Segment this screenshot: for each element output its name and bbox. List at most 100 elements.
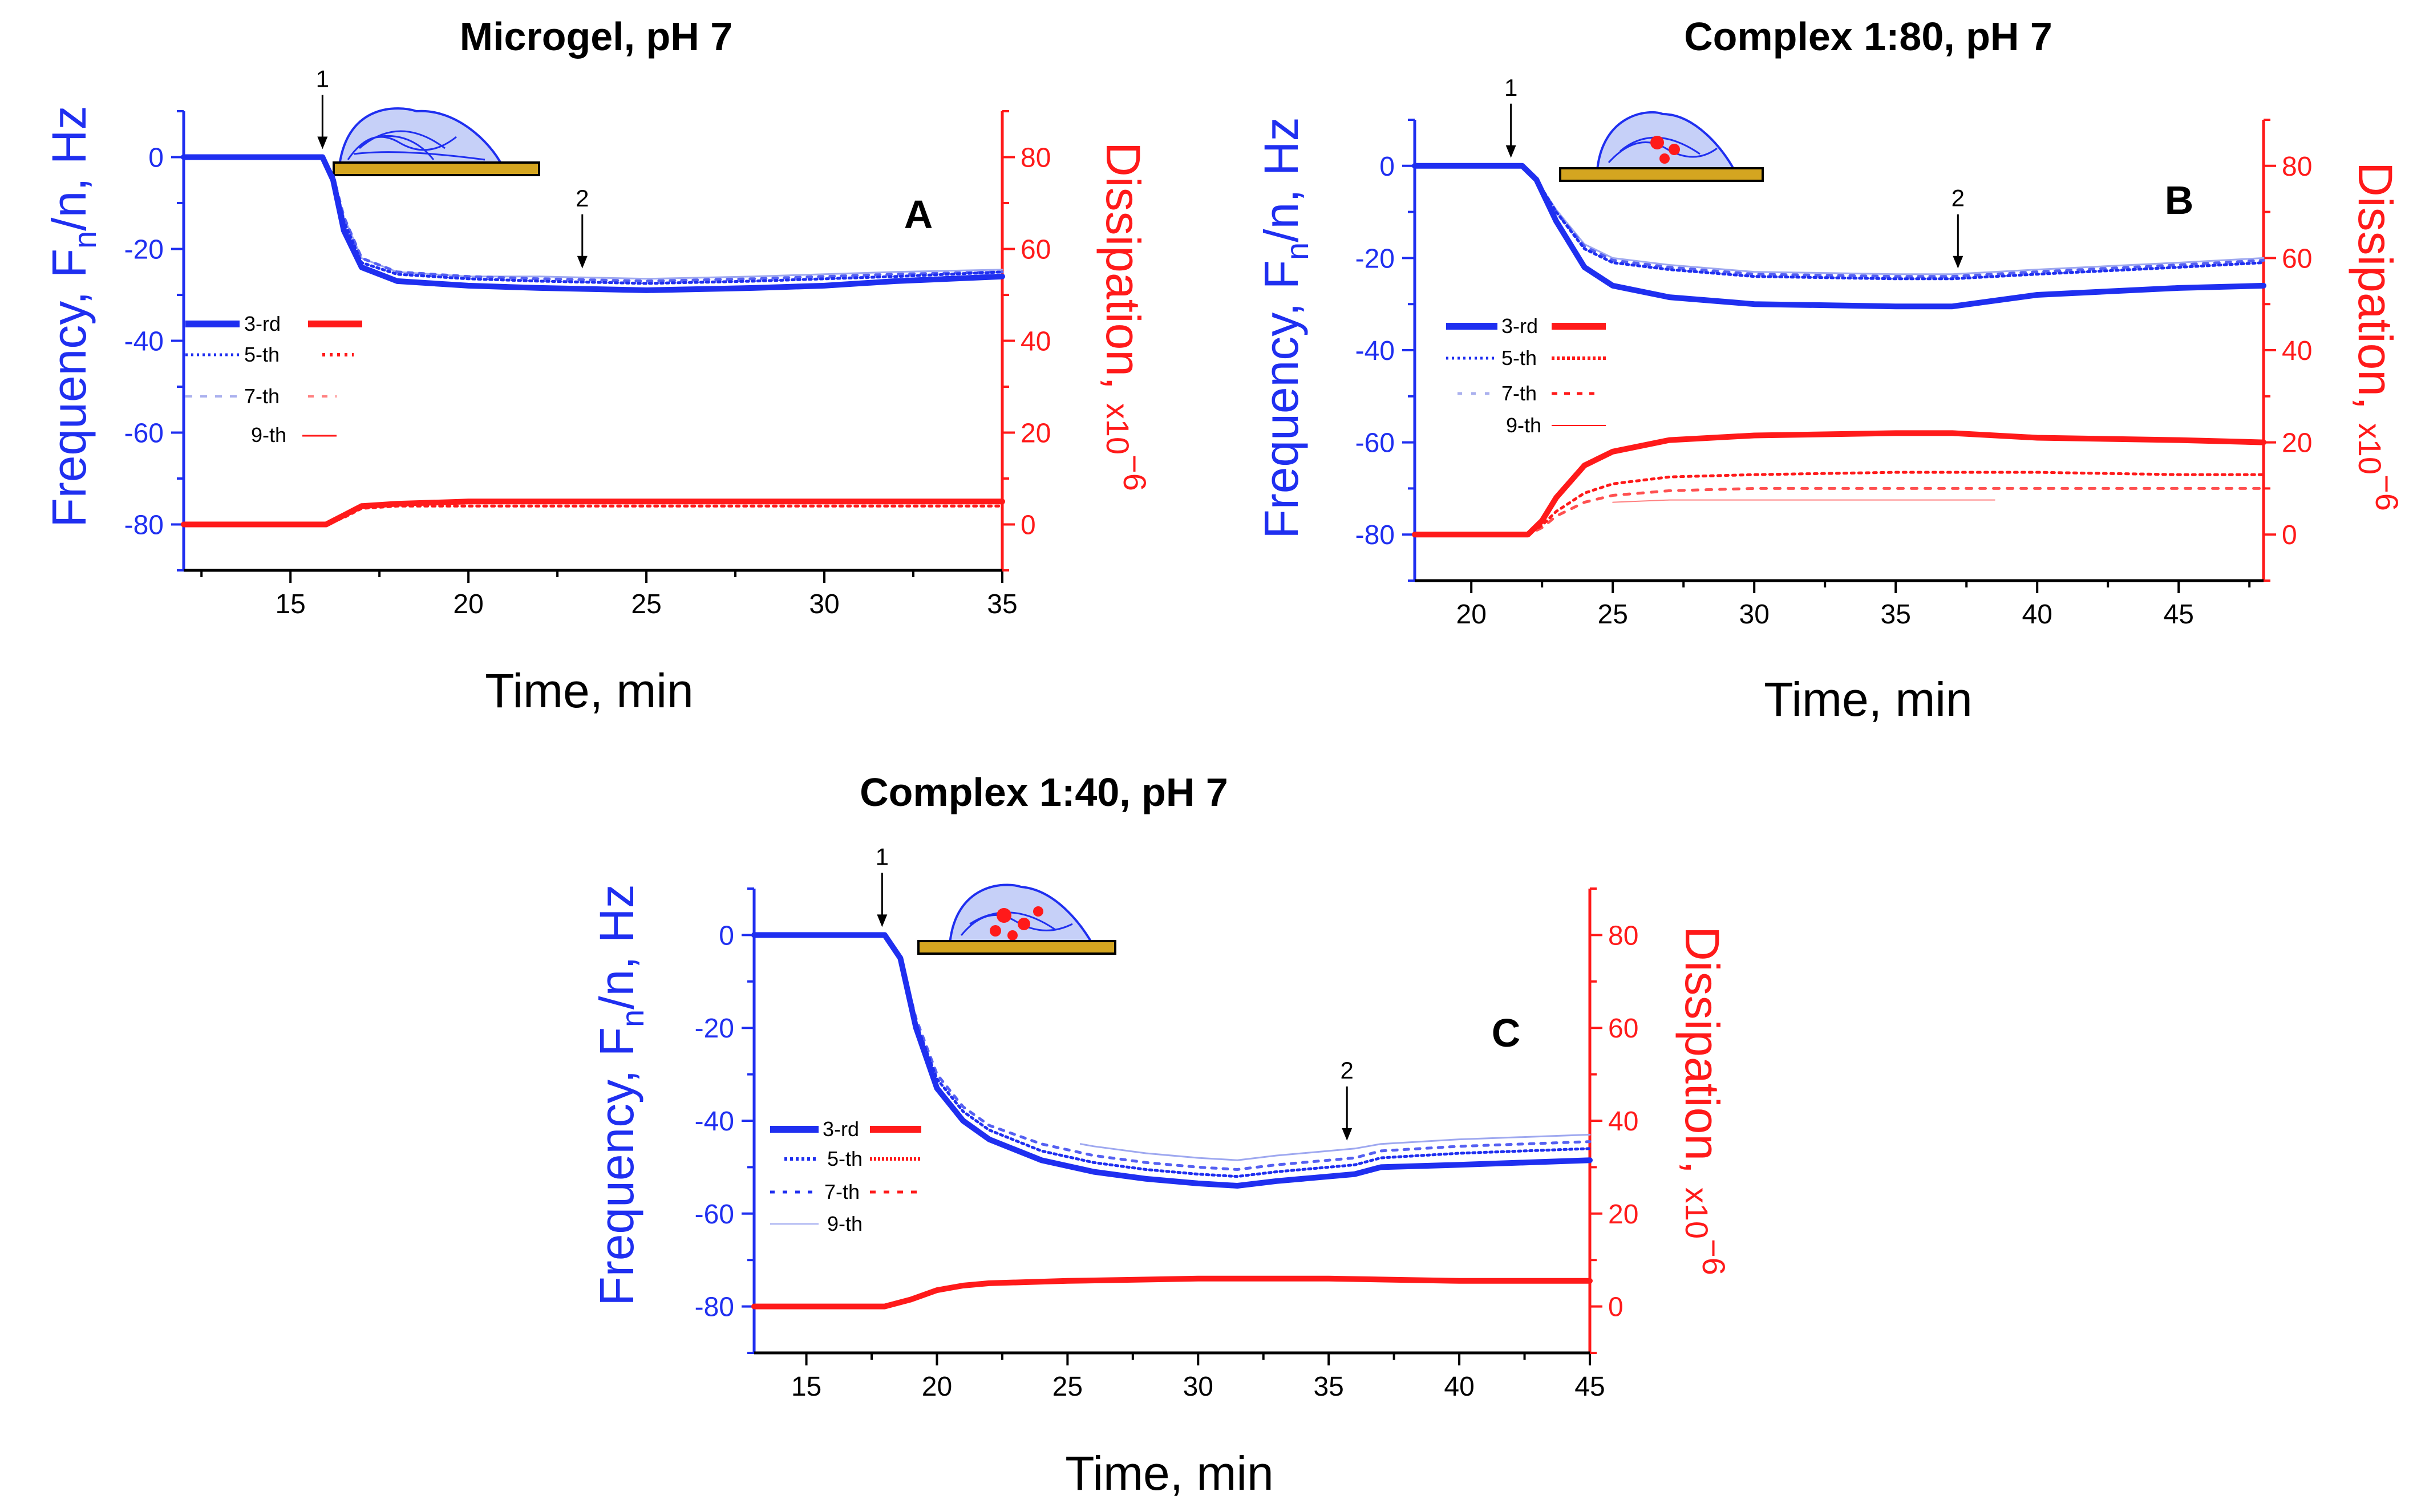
chart-title: Microgel, pH 7: [460, 14, 732, 59]
x-tick-label: 45: [1574, 1372, 1605, 1402]
legend-label-3rd: 3-rd: [823, 1117, 859, 1141]
legend-label-3rd: 3-rd: [244, 312, 281, 335]
dissipation-series-5-th: [1413, 471, 2265, 536]
annotation-arrowhead: [877, 914, 888, 927]
complex-inset: [1559, 111, 1764, 182]
x-tick-label: 20: [453, 589, 483, 619]
legend-label-7th: 7-th: [244, 384, 280, 408]
x-axis-label: Time, min: [1065, 1446, 1274, 1500]
annotation-arrowhead: [1505, 145, 1516, 158]
annotation-label: 2: [1952, 185, 1965, 212]
panel-c: Complex 1:40, pH 7 C Frequency, Fn/n, Hz…: [590, 770, 1732, 1500]
frequency-series-7-th: [1413, 164, 2265, 278]
legend-label-9th: 9-th: [827, 1212, 863, 1235]
x-tick-label: 40: [2022, 599, 2052, 630]
panel-letter: C: [1492, 1011, 1521, 1055]
frequency-series-9-th: [1079, 1133, 1591, 1161]
x-tick-label: 30: [809, 589, 839, 619]
annotation-label: 2: [576, 185, 589, 212]
panel-letter: B: [2165, 178, 2194, 222]
x-tick-label: 25: [1052, 1372, 1083, 1402]
y-tick-label-left: 0: [719, 921, 734, 951]
x-tick-label: 25: [631, 589, 661, 619]
y-tick-label-right: 0: [2282, 520, 2297, 550]
y-tick-label-right: 40: [1021, 327, 1051, 357]
y-tick-label-right: 60: [1021, 235, 1051, 265]
annotation-label: 1: [1504, 74, 1517, 101]
y-tick-label-right: 80: [1021, 143, 1051, 173]
y-tick-label-left: 0: [1379, 152, 1395, 182]
plot-c: 15 20 25 30 35 40 45 0 -20 -40 -60 -80 0 20 40 60 80 1 2: [695, 843, 1639, 1402]
x-tick-label: 45: [2164, 599, 2194, 630]
y-tick-label-left: -40: [1355, 336, 1395, 366]
x-tick-label: 35: [1881, 599, 1911, 630]
y-tick-label-right: 60: [1608, 1014, 1638, 1044]
substrate: [917, 940, 1116, 955]
annotation-label: 1: [316, 66, 329, 92]
y-tick-label-left: 0: [148, 143, 164, 173]
legend-label-3rd: 3-rd: [1501, 314, 1538, 338]
y-tick-label-left: -60: [695, 1199, 734, 1230]
x-tick-label: 30: [1739, 599, 1770, 630]
y-axis-label-left: Frequency, Fn/n, Hz: [1254, 117, 1315, 538]
x-tick-label: 30: [1183, 1372, 1213, 1402]
frequency-series-3-rd: [751, 932, 1593, 1189]
x-tick-label: 20: [1456, 599, 1487, 630]
frequency-series-5-th: [182, 156, 1004, 285]
x-tick-label: 40: [1444, 1372, 1474, 1402]
x-tick-label: 15: [791, 1372, 821, 1402]
substrate: [1559, 167, 1764, 182]
x-tick-label: 15: [275, 589, 305, 619]
x-axis-label: Time, min: [485, 664, 694, 718]
y-tick-label-right: 80: [1608, 921, 1638, 951]
y-axis-label-right: Dissipation, x10−6: [2349, 162, 2405, 511]
dissipation-series-3-rd: [181, 498, 1005, 528]
legend: 3-rd 5-th 7-th 9-th: [185, 312, 362, 447]
y-tick-label-right: 80: [2282, 152, 2312, 182]
dissipation-series-3-rd: [751, 1275, 1593, 1310]
y-tick-label-left: -40: [695, 1106, 734, 1137]
frequency-series-5-th: [752, 933, 1592, 1178]
chart-title: Complex 1:80, pH 7: [1684, 14, 2052, 59]
complex-inset: [917, 883, 1116, 955]
y-axis-label-right: Dissipation, x10−6: [1675, 926, 1732, 1275]
y-tick-label-left: -60: [1355, 428, 1395, 459]
chart-title: Complex 1:40, pH 7: [860, 770, 1228, 814]
dissipation-series-9-th: [1612, 499, 1995, 503]
frequency-series-3-rd: [181, 154, 1005, 293]
plot-b: 20 25 30 35 40 45 0 -20 -40 -60 -80 0 20 40 60 80 1 2: [1355, 74, 2313, 630]
annotation-arrowhead: [577, 256, 588, 269]
legend-label-5th: 5-th: [244, 343, 280, 366]
annotation-arrowhead: [1953, 256, 1963, 269]
legend-label-9th: 9-th: [1506, 414, 1541, 437]
y-tick-label-left: -20: [124, 235, 164, 265]
frequency-series-9-th: [183, 156, 1003, 280]
dissipation-series-7-th: [1413, 487, 2265, 536]
panel-b: Complex 1:80, pH 7 B Frequency, Fn/n, Hz…: [1254, 14, 2405, 726]
y-tick-label-left: -80: [695, 1292, 734, 1323]
frequency-series-7-th: [182, 156, 1004, 283]
y-tick-label-left: -80: [1355, 520, 1395, 550]
legend: 3-rd 5-th 7-th 9-th: [1446, 314, 1606, 437]
annotation-arrowhead: [317, 136, 328, 149]
y-axis-label-right: Dissipation, x10−6: [1096, 142, 1153, 491]
frequency-series-3-rd: [1412, 163, 2266, 310]
plot-a: 15 20 25 30 35 0 -20 -40 -60 -80 0 20 40 60 80 1 2: [124, 66, 1051, 620]
y-tick-label-left: -20: [1355, 244, 1395, 274]
x-tick-label: 35: [987, 589, 1017, 619]
legend-label-5th: 5-th: [1501, 346, 1537, 370]
frequency-series-9-th: [1414, 165, 2265, 275]
y-tick-label-right: 0: [1021, 510, 1036, 541]
y-tick-label-left: -40: [124, 327, 164, 357]
substrate: [333, 161, 540, 176]
y-axis-label-left: Frequency, Fn/n, Hz: [590, 884, 650, 1306]
panel-letter: A: [904, 192, 933, 237]
frequency-series-5-th: [1413, 164, 2265, 281]
dissipation-series-3-rd: [1412, 430, 2266, 538]
legend-label-9th: 9-th: [251, 423, 286, 447]
x-tick-label: 20: [922, 1372, 952, 1402]
y-tick-label-right: 40: [2282, 336, 2312, 366]
y-tick-label-right: 0: [1608, 1292, 1624, 1323]
x-axis-label: Time, min: [1764, 672, 1973, 726]
y-tick-label-right: 20: [2282, 428, 2312, 459]
